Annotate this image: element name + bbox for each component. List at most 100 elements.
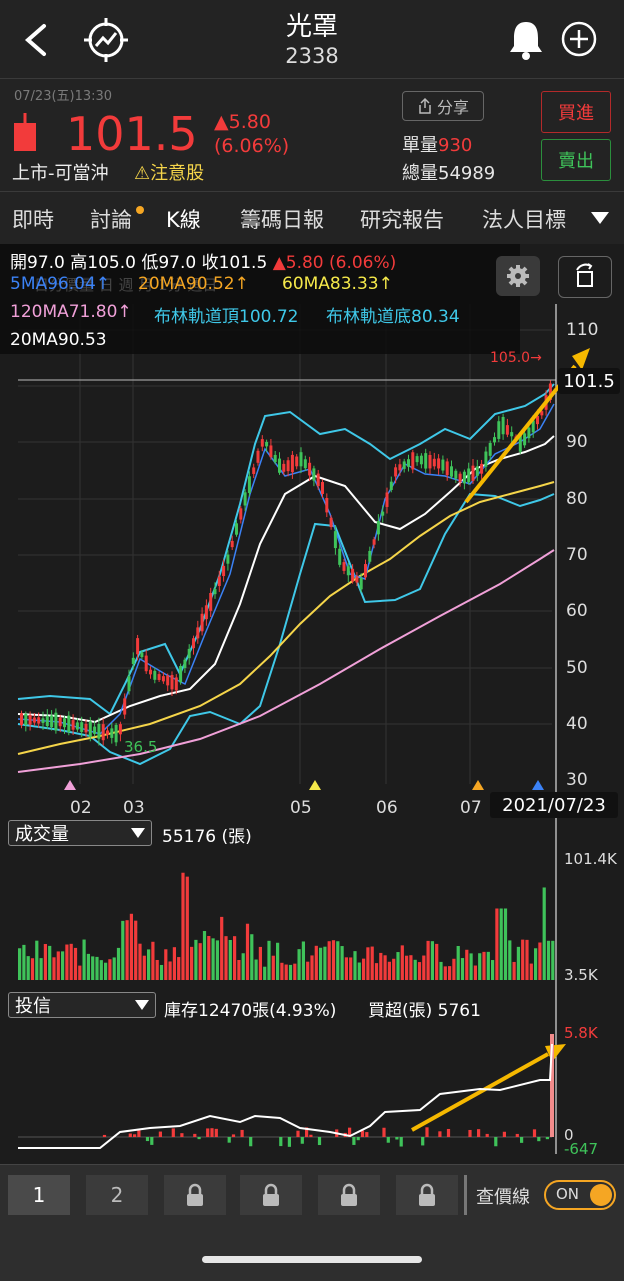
bell-icon[interactable] bbox=[506, 18, 546, 60]
volume-selector[interactable]: 成交量 bbox=[8, 820, 152, 846]
candle bbox=[368, 546, 372, 564]
investor-bar bbox=[214, 1128, 218, 1137]
candle bbox=[355, 571, 359, 587]
candle bbox=[342, 558, 346, 575]
divider bbox=[464, 1175, 467, 1215]
volume-bar bbox=[172, 947, 176, 980]
volume-bar bbox=[35, 940, 39, 980]
candle bbox=[450, 460, 453, 480]
tab-research[interactable]: 研究報告 bbox=[360, 208, 444, 232]
home-indicator bbox=[202, 1256, 422, 1263]
total-volume: 總量54989 bbox=[402, 159, 495, 185]
volume-bar bbox=[271, 955, 275, 980]
locked-slot-button[interactable] bbox=[240, 1175, 302, 1215]
plus-circle-icon[interactable] bbox=[560, 20, 598, 58]
y-tick: 80 bbox=[566, 489, 588, 509]
volume-bar bbox=[121, 920, 125, 980]
chevron-left-icon[interactable] bbox=[22, 22, 50, 58]
volume-bar bbox=[366, 947, 370, 980]
volume-bar bbox=[353, 951, 357, 980]
lock-icon bbox=[263, 1183, 279, 1206]
candle bbox=[308, 456, 312, 481]
marker-orange[interactable] bbox=[472, 780, 484, 790]
volume-bar bbox=[396, 952, 400, 980]
candle bbox=[501, 413, 505, 440]
volume-bar bbox=[525, 939, 529, 980]
kline-chart-area[interactable]: 開97.0 高105.0 低97.0 收101.5 ▲5.80 (6.06%) … bbox=[0, 244, 624, 1164]
bottom-toolbar: 1 2 查價線 ON bbox=[0, 1164, 624, 1281]
current-price-tag: 101.5 bbox=[558, 368, 620, 394]
target-trend-icon[interactable] bbox=[82, 16, 130, 64]
single-volume: 單量930 bbox=[402, 131, 472, 157]
candle bbox=[437, 454, 441, 475]
locked-slot-button[interactable] bbox=[318, 1175, 380, 1215]
candle bbox=[222, 559, 226, 582]
rotate-button[interactable] bbox=[558, 256, 612, 298]
volume-bar bbox=[82, 939, 86, 980]
candle bbox=[187, 644, 191, 665]
volume-bar bbox=[314, 945, 318, 980]
settings-button[interactable] bbox=[496, 256, 540, 296]
volume-bar bbox=[336, 941, 340, 980]
volume-bar bbox=[194, 939, 198, 980]
volume-bar bbox=[310, 955, 314, 980]
tab-chip-report[interactable]: 籌碼日報 bbox=[240, 208, 324, 232]
candle bbox=[290, 451, 294, 479]
candle bbox=[441, 455, 445, 474]
candle bbox=[256, 448, 260, 466]
sell-button[interactable]: 賣出 bbox=[541, 139, 611, 181]
investor-bar bbox=[520, 1137, 524, 1143]
locked-slot-button[interactable] bbox=[396, 1175, 458, 1215]
volume-selector-label: 成交量 bbox=[15, 824, 69, 845]
volume-bar bbox=[151, 941, 155, 980]
investor-bar bbox=[356, 1137, 360, 1141]
share-button[interactable]: 分享 bbox=[402, 91, 484, 121]
page-2-button[interactable]: 2 bbox=[86, 1175, 148, 1215]
candle bbox=[230, 535, 234, 550]
volume-bar bbox=[288, 964, 293, 980]
tab-more-button[interactable] bbox=[576, 192, 624, 244]
page-1-button[interactable]: 1 bbox=[8, 1175, 70, 1215]
candle bbox=[149, 666, 152, 679]
investor-bar bbox=[171, 1128, 175, 1137]
marker-blue[interactable] bbox=[532, 780, 544, 790]
candle bbox=[45, 709, 49, 730]
tab-kline[interactable]: K線 bbox=[166, 208, 201, 232]
candle bbox=[71, 714, 75, 735]
volume-bar bbox=[26, 956, 30, 980]
check-price-toggle[interactable]: ON bbox=[544, 1180, 616, 1210]
trend-arrow-investor bbox=[411, 1052, 549, 1132]
candle bbox=[282, 460, 286, 475]
candle bbox=[118, 721, 122, 742]
share-icon bbox=[419, 97, 431, 114]
volume-bar bbox=[245, 923, 250, 980]
marker-pink[interactable] bbox=[64, 780, 76, 790]
volume-bar bbox=[534, 948, 538, 980]
ma20-value: 20MA90.52↑ bbox=[138, 274, 249, 294]
candle bbox=[192, 635, 195, 655]
candle bbox=[488, 440, 492, 461]
volume-bar bbox=[306, 961, 310, 980]
volume-bar bbox=[516, 946, 520, 980]
investor-selector[interactable]: 投信 bbox=[8, 992, 156, 1018]
tab-discussion[interactable]: 討論 bbox=[90, 208, 132, 232]
volume-min: 3.5K bbox=[564, 966, 598, 984]
volume-bar bbox=[164, 949, 168, 980]
volume-bar bbox=[443, 966, 447, 980]
tab-target[interactable]: 法人目標 bbox=[482, 208, 566, 232]
volume-bar bbox=[460, 958, 465, 980]
locked-slot-button[interactable] bbox=[164, 1175, 226, 1215]
investor-bar bbox=[145, 1137, 150, 1142]
investor-bar bbox=[399, 1137, 403, 1147]
investor-bar bbox=[425, 1127, 429, 1137]
buy-button[interactable]: 買進 bbox=[541, 91, 611, 133]
trend-arrow-head-price bbox=[572, 348, 590, 370]
investor-bar bbox=[305, 1127, 309, 1137]
volume-bar bbox=[228, 939, 232, 980]
investor-bar bbox=[240, 1129, 244, 1137]
tab-realtime[interactable]: 即時 bbox=[12, 208, 54, 232]
marker-yellow[interactable] bbox=[309, 780, 321, 790]
new-dot bbox=[136, 206, 144, 214]
candle bbox=[505, 418, 509, 438]
candle bbox=[217, 570, 221, 592]
